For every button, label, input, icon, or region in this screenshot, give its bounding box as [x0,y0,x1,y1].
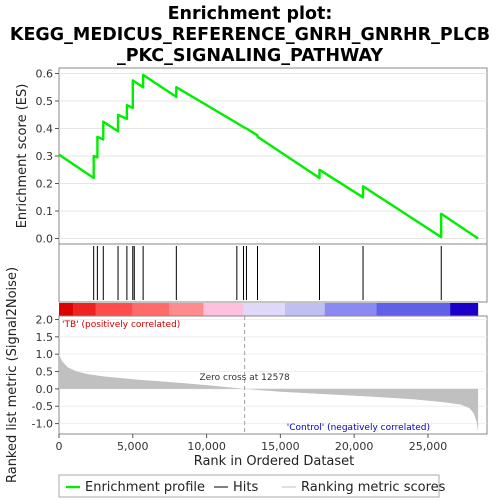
metric-tick-label: -0.5 [32,400,53,413]
chart-title-line-3: _PKC_SIGNALING_PATHWAY [117,46,383,66]
es-tick-label: 0.0 [36,233,54,246]
chart-title-line-2: KEGG_MEDICUS_REFERENCE_GNRH_GNRHR_PLCB [10,25,490,45]
rank-color-segment [325,303,377,316]
legend-label: Hits [233,480,258,495]
rank-color-segment [285,303,325,316]
metric-tick-label: 0.0 [36,383,54,396]
metric-y-axis-label: Ranked list metric (Signal2Noise) [5,267,20,483]
x-tick-label: 0 [56,440,63,453]
es-tick-label: 0.5 [36,95,54,108]
es-tick-label: 0.3 [36,150,54,163]
es-tick-label: 0.2 [36,178,54,191]
x-tick-label: 20,000 [335,440,374,453]
es-y-axis-ticks: 0.0 0.1 0.2 0.3 0.4 0.5 0.6 [36,68,60,246]
x-axis-label: Rank in Ordered Dataset [194,454,355,469]
x-tick-label: 25,000 [409,440,448,453]
legend-label: Ranking metric scores [301,480,446,495]
legend-label: Enrichment profile [85,480,205,495]
negative-correlated-label: 'Control' (negatively correlated) [287,423,430,433]
rank-color-segment [243,303,284,316]
zero-cross-annotation: Zero cross at 12578 [199,373,290,383]
legend: Enrichment profile Hits Ranking metric sco… [66,480,446,495]
metric-y-axis-ticks: 2.0 1.5 1.0 0.5 0.0 -0.5 -1.0 [32,313,59,430]
rank-color-segment [59,303,74,316]
rank-color-segment [376,303,450,316]
metric-x-axis-ticks: 0 5,000 10,000 15,000 20,000 25,000 [56,434,448,453]
es-y-axis-label: Enrichment score (ES) [15,84,30,229]
metric-tick-label: -1.0 [32,418,53,431]
rank-color-segment [133,303,170,316]
metric-tick-label: 1.0 [36,348,54,361]
rank-color-bar [59,303,478,316]
x-tick-label: 15,000 [261,440,300,453]
rank-color-segment [170,303,204,316]
rank-color-segment [204,303,244,316]
es-tick-label: 0.6 [36,68,54,81]
metric-tick-label: 2.0 [36,313,54,326]
x-tick-label: 5,000 [117,440,149,453]
positive-correlated-label: 'TB' (positively correlated) [62,320,180,330]
hits-panel-frame [59,244,487,302]
metric-tick-label: 0.5 [36,366,54,379]
es-tick-label: 0.1 [36,205,54,218]
rank-color-segment [96,303,133,316]
rank-color-segment [450,303,478,316]
metric-tick-label: 1.5 [36,331,54,344]
es-tick-label: 0.4 [36,123,54,136]
rank-color-segment [74,303,96,316]
chart-title-line-1: Enrichment plot: [168,4,333,24]
x-tick-label: 10,000 [187,440,226,453]
